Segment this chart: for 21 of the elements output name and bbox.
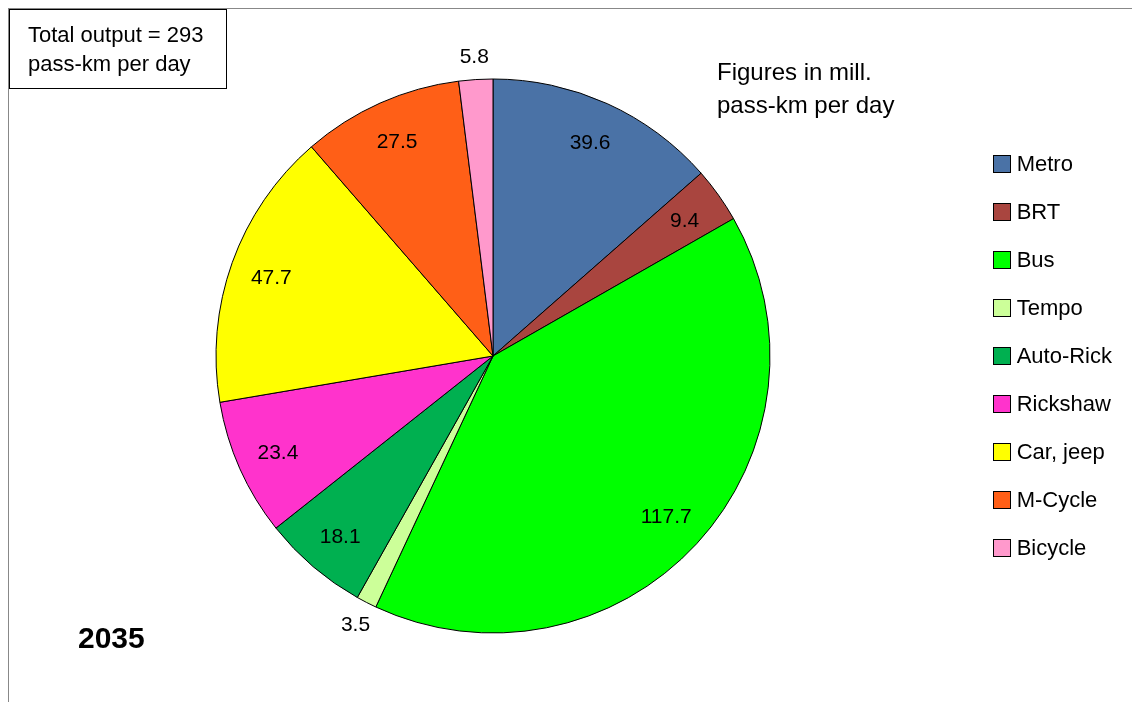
text: Figures in mill. pass-km per day	[717, 57, 896, 120]
text: Total output = 293 pass-km per day	[9, 9, 227, 89]
legend-label: BRT	[1016, 198, 1061, 225]
data-label: 23.4	[257, 440, 299, 464]
legend-label: Auto-Rick	[1016, 342, 1112, 369]
data-label: 39.6	[569, 130, 611, 153]
data-label: 3.5	[340, 612, 371, 636]
data-label: 18.1	[319, 523, 361, 547]
data-label: 9.4	[670, 207, 700, 231]
data-label: 117.7	[640, 504, 692, 528]
data-label: 5.8	[459, 44, 489, 68]
data-label: 47.7	[250, 265, 292, 289]
legend-label: Rickshaw	[1016, 390, 1111, 417]
legend-label: Tempo	[1016, 294, 1083, 321]
legend-label: Bus	[1016, 246, 1055, 273]
legend-label: Car, jeep	[1016, 438, 1105, 465]
legend-label: Metro	[1016, 150, 1073, 177]
legend-label: M-Cycle	[1016, 486, 1098, 513]
legend-label: Bicycle	[1016, 534, 1087, 561]
data-label: 27.5	[376, 129, 418, 153]
text: 2035	[78, 621, 145, 655]
